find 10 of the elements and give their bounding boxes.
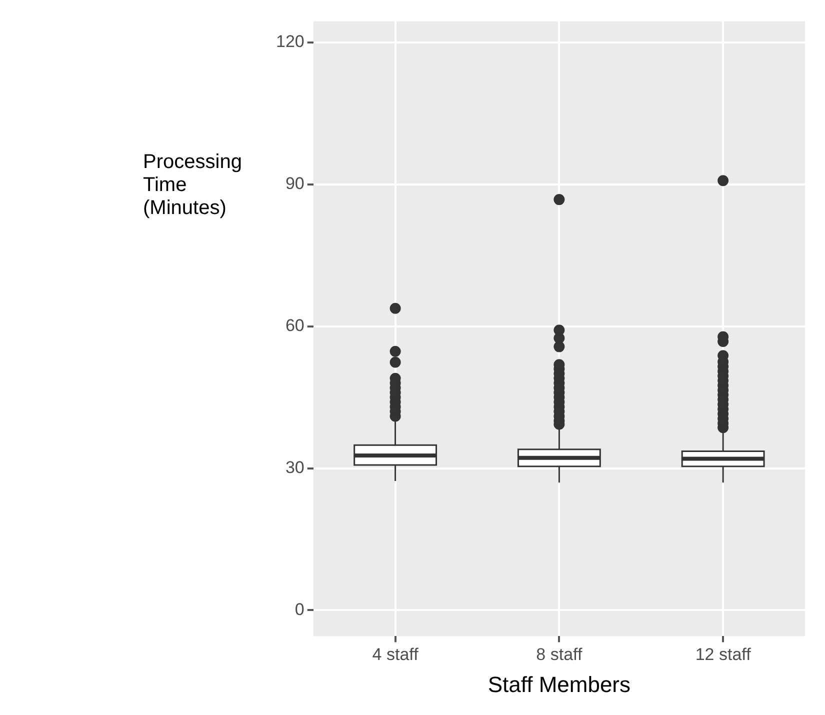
y-tick-label: 0 [294,600,304,619]
x-tick-label: 4 staff [372,645,419,664]
y-tick-label: 90 [285,174,304,194]
x-axis-title: Staff Members [488,672,631,697]
y-tick-label: 120 [276,32,304,52]
y-tick-label: 60 [285,316,304,336]
y-tick-label: 30 [285,458,304,477]
y-axis-title: Processing Time (Minutes) [142,150,243,221]
x-tick-label: 8 staff [536,645,582,664]
x-tick-label: 12 staff [695,645,752,664]
